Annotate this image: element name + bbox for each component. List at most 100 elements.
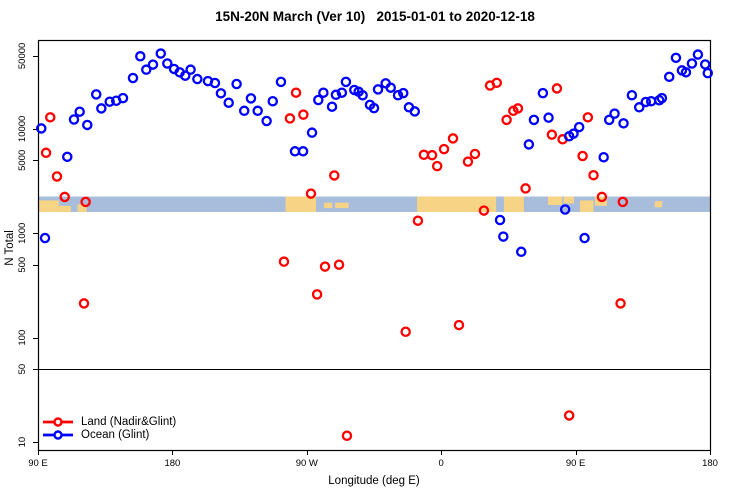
data-point [551,83,563,94]
data-point [498,231,509,242]
data-point [185,64,196,75]
data-point [245,93,257,104]
data-point [412,215,424,226]
data-point [290,87,302,98]
map-band-land-patch [77,204,87,212]
x-tick-label: 180 [164,458,180,469]
data-point [409,106,421,117]
data-point [318,87,329,98]
plot-box [37,39,712,452]
data-point [663,71,675,83]
data-point [51,171,63,182]
data-point [582,112,594,123]
data-point [537,87,549,99]
x-axis-label: Longitude (deg E) [328,475,420,487]
data-point [633,102,645,113]
data-point [333,259,345,270]
data-point [192,73,203,85]
data-point [491,77,503,89]
data-point [598,151,609,163]
data-point [147,59,159,70]
data-point [311,289,323,300]
data-point [603,114,615,126]
data-point [319,261,331,272]
data-point [398,87,409,99]
data-point [462,156,474,167]
data-point [313,94,324,106]
data-point [559,204,571,215]
data-point [223,97,234,108]
data-point [692,49,704,60]
data-point [563,410,575,421]
data-point [640,96,652,108]
data-point [478,205,490,216]
data-point [501,114,512,126]
x-tick-label: 90 W [296,458,318,469]
data-point [512,103,524,114]
data-point [400,326,411,337]
y-tick-label: 1000 [17,223,28,244]
data-point [579,232,590,244]
data-point [78,298,90,309]
data-point [447,133,459,144]
data-point [577,150,588,162]
data-point [618,118,629,129]
map-band-ocean [38,196,710,212]
map-band-land-patch [563,196,574,204]
data-point [209,77,221,89]
data-point [278,256,290,267]
y-tick-label: 100 [17,330,28,346]
data-point [385,82,396,93]
data-point [469,148,481,160]
data-point [298,109,309,120]
data-point [40,147,52,159]
data-point [336,87,348,98]
legend-item-ocean: Ocean (Glint) [42,428,176,441]
data-point [62,151,73,163]
data-point [127,72,139,84]
ocean-legend-symbol [43,429,73,440]
data-point [372,84,384,95]
data-point [80,196,91,208]
data-point [326,101,338,112]
data-point [573,121,585,133]
map-band-land-patch [547,196,563,206]
data-point [306,127,318,138]
legend: Land (Nadir&Glint) Ocean (Glint) [42,415,176,441]
data-point [238,105,250,117]
data-point [59,191,70,203]
data-point [275,76,287,88]
data-point [155,48,167,59]
map-band-land-patch [285,196,317,212]
data-point [90,89,102,100]
data-point [215,88,227,99]
map-band-land-patch [503,196,524,212]
data-point [546,129,558,140]
y-tick-label: 500 [17,257,28,273]
data-point [453,319,465,331]
data-point [617,196,629,208]
data-point [520,183,531,194]
map-band-land-patch [38,200,59,212]
data-point [297,146,309,157]
data-point [368,102,380,114]
data-point [252,105,263,117]
data-point [179,70,191,81]
data-point [162,58,173,69]
data-point [68,114,80,125]
data-point [135,51,146,62]
data-point [305,188,317,199]
data-point [702,67,714,79]
x-tick-label: 90 E [28,458,48,469]
data-point [543,112,554,123]
data-point [104,96,115,107]
y-tick-label: 50000 [17,43,28,69]
data-point [44,112,56,123]
data-point [670,52,682,64]
data-point [74,106,85,117]
data-point [680,67,692,78]
data-point [645,95,657,107]
data-point [330,89,342,101]
data-point [36,123,47,134]
data-point [141,64,152,75]
